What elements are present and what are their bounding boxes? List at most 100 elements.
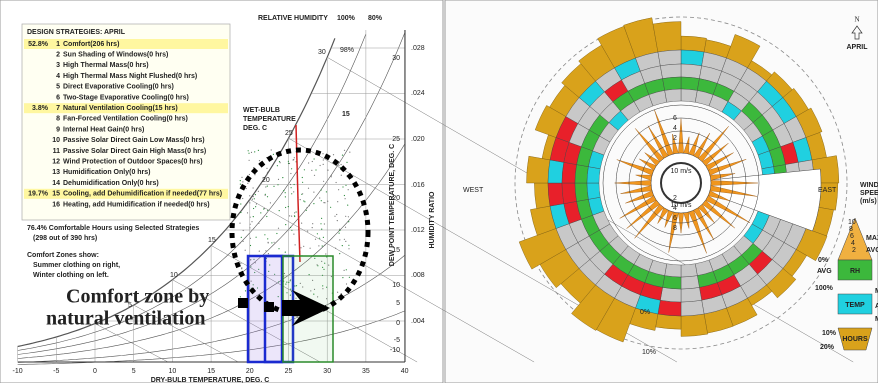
legend-label: 10% — [822, 330, 837, 337]
data-point — [314, 257, 316, 259]
data-point — [253, 258, 255, 260]
ring-cell — [680, 88, 698, 103]
data-point — [310, 290, 312, 292]
data-point — [253, 198, 255, 200]
data-point — [283, 190, 285, 192]
wb-tick-label: 5 — [128, 302, 132, 309]
data-point — [248, 159, 250, 161]
data-point — [295, 285, 298, 287]
legend-num: 13 — [52, 169, 60, 176]
data-point — [255, 203, 257, 205]
legend-num: 10 — [52, 137, 60, 144]
legend-text: Internal Heat Gain(0 hrs) — [63, 126, 144, 133]
data-point — [312, 279, 314, 281]
data-point — [336, 220, 338, 222]
data-point — [308, 205, 310, 207]
data-point — [292, 159, 294, 161]
legend-text: Humidification Only(0 hrs) — [63, 169, 151, 176]
data-point — [252, 284, 254, 286]
ring-cell — [680, 263, 698, 278]
data-point — [328, 264, 330, 266]
legend-text: Natural Ventilation Cooling(15 hrs) — [63, 105, 178, 112]
x-tick-label: -10 — [13, 368, 23, 375]
legend-scale: 8 — [849, 226, 853, 233]
data-point — [291, 168, 293, 170]
ring-tick: 4 — [673, 205, 677, 212]
data-point — [295, 211, 297, 213]
data-point — [246, 212, 249, 214]
data-point — [320, 189, 322, 191]
data-point — [307, 230, 309, 232]
data-point — [347, 189, 349, 191]
data-point — [303, 169, 305, 171]
data-point — [299, 199, 301, 201]
data-point — [272, 153, 274, 155]
data-point — [319, 197, 321, 199]
legend-scale: 2 — [852, 247, 856, 254]
data-point — [273, 185, 275, 187]
data-point — [258, 160, 261, 162]
data-point — [313, 174, 316, 176]
data-point — [289, 183, 292, 186]
data-point — [332, 154, 335, 156]
legend-title: SPEED — [860, 190, 878, 197]
ring-cell — [561, 182, 577, 204]
data-point — [242, 229, 244, 232]
data-point — [277, 178, 280, 180]
data-point — [321, 260, 323, 262]
north-label: N — [854, 16, 859, 24]
data-point — [302, 181, 304, 183]
ring-cell — [547, 182, 565, 207]
data-point — [276, 232, 278, 235]
data-point — [270, 149, 272, 151]
dp-tick-label: 25 — [392, 136, 400, 143]
speed-label: 10 m/s — [670, 202, 692, 209]
data-point — [283, 272, 285, 275]
data-point — [252, 196, 254, 198]
wb-tick-label: 10 — [170, 272, 178, 279]
data-point — [322, 236, 324, 238]
data-point — [285, 224, 287, 226]
data-point — [266, 171, 269, 173]
pct-label: 0% — [640, 309, 650, 316]
data-point — [267, 209, 269, 211]
hr-tick-label: .012 — [411, 227, 425, 234]
data-point — [339, 229, 341, 232]
data-point — [286, 292, 288, 294]
data-point — [251, 221, 253, 223]
data-point — [327, 200, 329, 202]
data-point — [343, 238, 345, 240]
data-point — [300, 247, 302, 249]
data-point — [326, 298, 328, 300]
x-tick-label: 30 — [323, 368, 331, 375]
outer-ring — [514, 16, 848, 350]
month-label: APRIL — [847, 44, 869, 51]
hr-tick-label: .008 — [411, 272, 425, 279]
data-point — [347, 204, 349, 206]
data-point — [340, 167, 342, 169]
data-point — [324, 202, 326, 204]
data-point — [308, 274, 310, 276]
data-point — [256, 287, 259, 289]
zones-text: Summer clothing on right, — [33, 262, 120, 269]
data-point — [250, 259, 252, 261]
legend-scale: 10 — [848, 219, 856, 226]
data-point — [307, 187, 310, 189]
data-point — [288, 162, 291, 165]
ring-tick: 4 — [673, 125, 677, 132]
data-point — [325, 191, 327, 193]
data-point — [269, 264, 271, 266]
data-point — [343, 149, 346, 151]
speed-circle — [660, 162, 702, 204]
data-point — [316, 233, 318, 235]
legend-num: 5 — [56, 84, 60, 91]
data-point — [287, 160, 289, 162]
data-point — [241, 176, 243, 178]
pct-label: 10% — [642, 349, 656, 356]
legend-text: Fan-Forced Ventilation Cooling(0 hrs) — [63, 116, 188, 123]
data-point — [320, 200, 322, 202]
legend-temp — [837, 293, 873, 315]
wb-label: WET-BULB — [243, 107, 280, 114]
data-point — [323, 268, 325, 270]
